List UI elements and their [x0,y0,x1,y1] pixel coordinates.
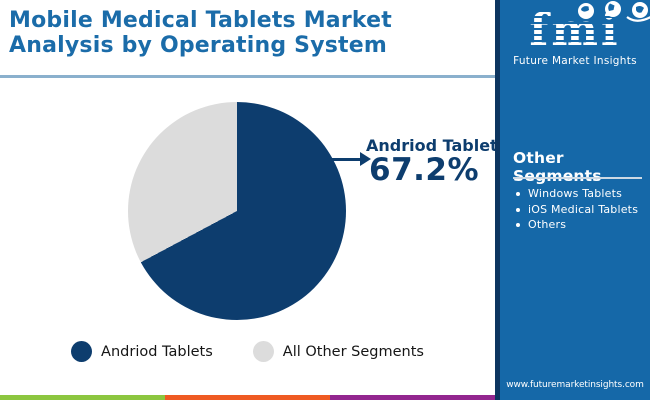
fmi-logo-text: fmi [529,5,621,56]
list-item-others: Others [515,217,638,233]
sidebar: fmi Future Market Insights Other Segment… [495,0,650,400]
stripe-orange [165,395,330,400]
website-url[interactable]: www.futuremarketinsights.com [506,380,644,390]
header-divider [0,75,495,78]
stripe-purple [330,395,495,400]
page-title: Mobile Medical Tablets Market Analysis b… [9,8,489,58]
legend-label-other: All Other Segments [282,343,424,360]
callout-label: Andriod Tablets [366,136,508,155]
logo-tagline: Future Market Insights [513,55,637,67]
stripe-green [0,395,165,400]
footer-stripe [0,395,495,400]
callout-arrow-line [330,158,362,161]
callout-value: 67.2% [369,152,480,188]
other-segments-list: Windows Tablets iOS Medical Tablets Othe… [515,186,638,233]
list-item-windows: Windows Tablets [515,186,638,202]
other-segments-divider [513,177,642,179]
fmi-logo: fmi Future Market Insights [500,1,650,67]
callout-arrow-head-icon [360,152,371,166]
legend-item-android: Andriod Tablets [71,341,213,362]
legend-swatch-other [252,341,274,362]
page-title-line-1: Mobile Medical Tablets Market [9,8,392,33]
other-segments-heading: Other Segments [513,149,602,185]
legend: Andriod Tablets All Other Segments [0,341,495,362]
page-title-line-2: Analysis by Operating System [9,33,387,58]
chart-panel: Mobile Medical Tablets Market Analysis b… [0,8,508,400]
logo-globes-icon [578,1,650,22]
pie-callout: Andriod Tablets 67.2% [366,136,507,188]
legend-item-other: All Other Segments [252,341,424,362]
list-item-ios: iOS Medical Tablets [515,202,638,218]
legend-label-android: Andriod Tablets [101,343,213,360]
legend-swatch-android [71,341,93,362]
pie-chart [128,102,346,320]
